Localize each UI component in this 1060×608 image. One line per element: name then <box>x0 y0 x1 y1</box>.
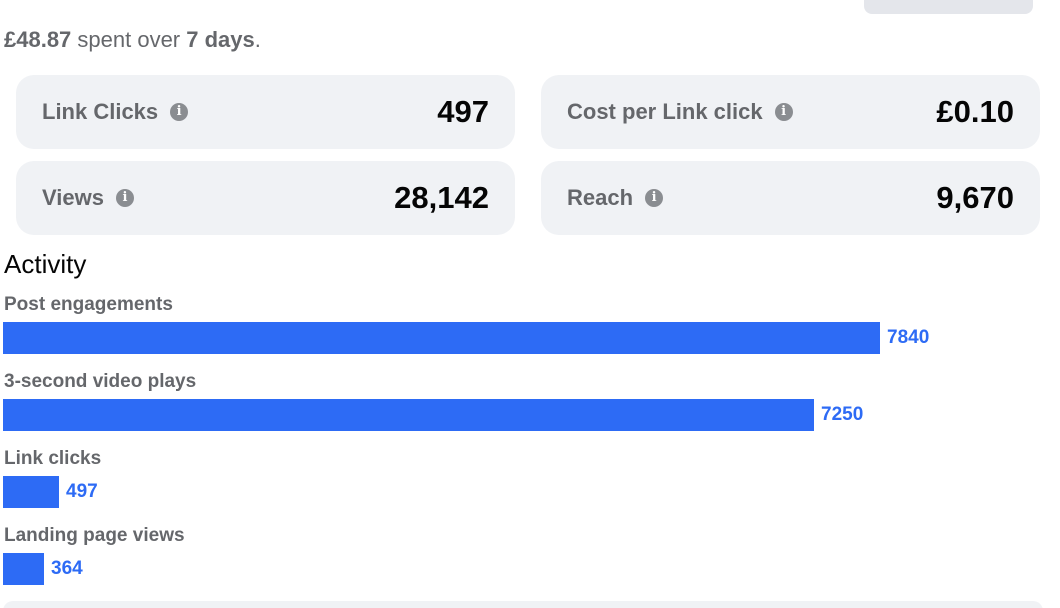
spend-amount: £48.87 <box>4 27 72 52</box>
bar-link-clicks <box>3 476 59 508</box>
top-action-button[interactable] <box>864 0 1033 14</box>
bar-value-label: 7840 <box>887 327 930 348</box>
spend-period: 7 days <box>186 27 255 52</box>
info-icon[interactable]: i <box>774 103 793 121</box>
bar-label: 3-second video plays <box>4 371 197 392</box>
spend-period-end: . <box>254 27 261 52</box>
spend-summary: £48.87 spent over 7 days. <box>4 27 261 53</box>
info-icon[interactable]: i <box>170 103 189 121</box>
activity-heading: Activity <box>4 249 87 279</box>
bar-label: Link clicks <box>4 448 102 469</box>
bar-landing-page-views <box>3 553 44 585</box>
info-icon[interactable]: i <box>645 189 664 207</box>
stat-value: 28,142 <box>394 180 489 215</box>
bottom-card <box>3 601 1043 608</box>
bar-post-engagements <box>3 322 880 354</box>
info-icon[interactable]: i <box>115 189 134 207</box>
stat-card-views: Views i 28,142 <box>16 161 515 235</box>
bar-label: Landing page views <box>4 525 185 546</box>
stat-value: 497 <box>437 94 489 129</box>
bar-3-second-video-plays <box>3 399 814 431</box>
stat-card-reach: Reach i 9,670 <box>541 161 1040 235</box>
stat-label: Cost per Link click <box>567 99 763 124</box>
stat-value: £0.10 <box>936 94 1014 129</box>
stat-label: Views <box>42 185 104 210</box>
stat-card-link-clicks: Link Clicks i 497 <box>16 75 515 149</box>
bar-label: Post engagements <box>4 294 173 315</box>
stat-label: Reach <box>567 185 634 210</box>
bar-value-label: 364 <box>51 558 83 579</box>
spend-text: spent over <box>71 27 187 52</box>
bar-value-label: 7250 <box>821 404 864 425</box>
stat-label: Link Clicks <box>42 99 159 124</box>
stat-value: 9,670 <box>936 180 1014 215</box>
stat-card-cost-per-link-click: Cost per Link click i £0.10 <box>541 75 1040 149</box>
bar-value-label: 497 <box>66 481 98 502</box>
